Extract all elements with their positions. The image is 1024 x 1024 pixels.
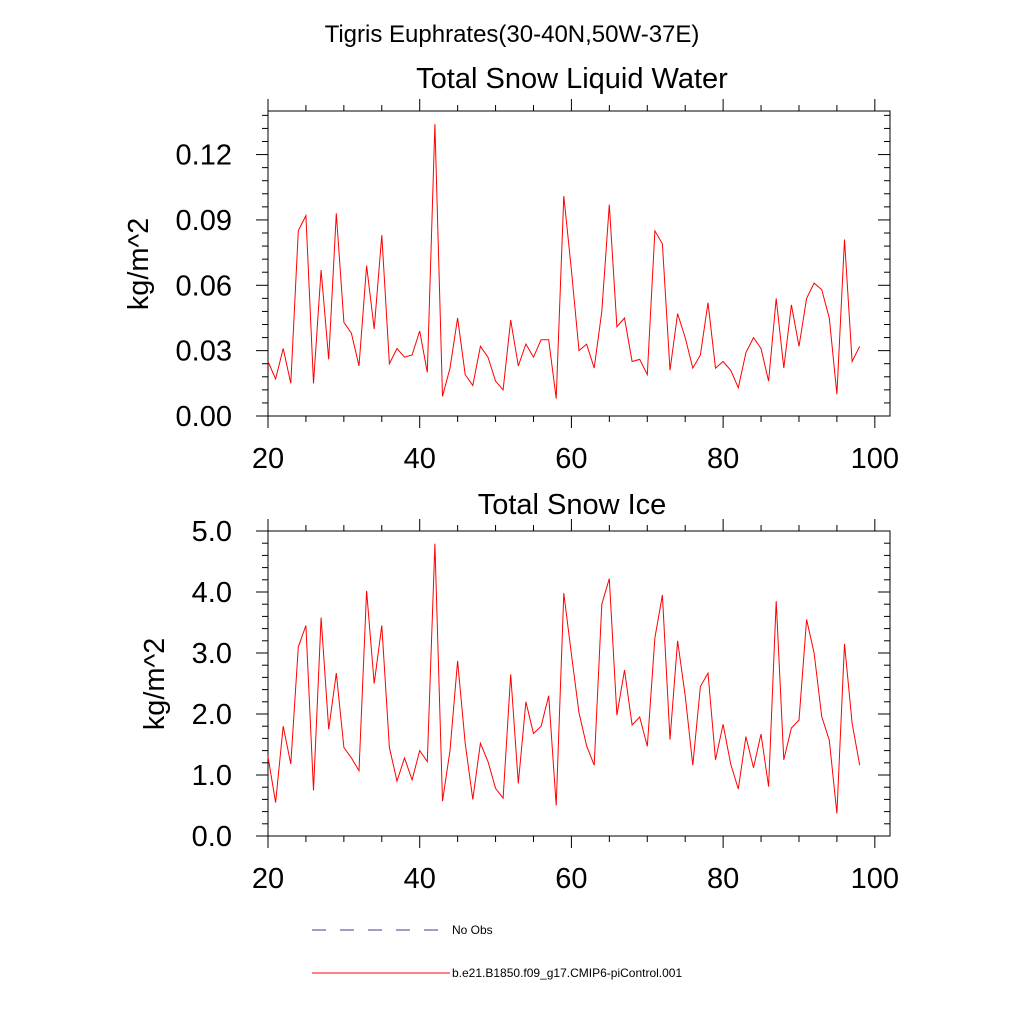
x-tick-label: 80 — [707, 863, 739, 895]
y-tick-label: 0.06 — [176, 270, 232, 302]
y-tick-label: 4.0 — [192, 577, 232, 609]
legend-label-no-obs: No Obs — [452, 923, 493, 937]
y-tick-label: 3.0 — [192, 638, 232, 670]
x-tick-label: 20 — [252, 863, 284, 895]
x-tick-label: 80 — [707, 443, 739, 475]
y-axis-label: kg/m^2 — [139, 638, 171, 731]
series-lines — [267, 543, 861, 814]
axis-ticks — [256, 519, 890, 848]
x-tick-label: 40 — [404, 863, 436, 895]
panel-snow-ice: Total Snow Ice kg/m^2 20 40 60 80 1000.01.02… — [139, 489, 899, 895]
panel-snow-liquid-water: Total Snow Liquid Water kg/m^2 20 40 60 80 1… — [123, 63, 899, 475]
x-tick-label: 60 — [555, 443, 587, 475]
y-tick-label: 2.0 — [192, 699, 232, 731]
series-line — [267, 543, 861, 814]
legend: No Obs b.e21.B1850.f09_g17.CMIP6-piContr… — [312, 923, 682, 980]
plot-frame — [267, 530, 891, 837]
x-tick-label: 40 — [404, 443, 436, 475]
y-tick-label: 5.0 — [192, 516, 232, 548]
y-tick-label: 1.0 — [192, 760, 232, 792]
legend-label-model: b.e21.B1850.f09_g17.CMIP6-piControl.001 — [452, 966, 682, 980]
plot-frame — [267, 110, 891, 417]
x-tick-label: 20 — [252, 443, 284, 475]
x-tick-label: 60 — [555, 863, 587, 895]
y-tick-label: 0.12 — [176, 140, 232, 172]
series-lines — [267, 124, 861, 399]
main-title: Tigris Euphrates(30-40N,50W-37E) — [325, 21, 700, 48]
plot-title: Total Snow Liquid Water — [416, 63, 728, 95]
y-axis-label: kg/m^2 — [123, 218, 155, 311]
plot-title: Total Snow Ice — [478, 489, 667, 521]
axis-ticks — [256, 99, 890, 428]
tick-labels: 20 40 60 80 100 0.00 0.03 0.06 0.09 0.12 — [176, 140, 899, 475]
y-tick-label: 0.00 — [176, 401, 232, 433]
series-line — [267, 124, 861, 399]
y-tick-label: 0.03 — [176, 336, 232, 368]
y-tick-label: 0.0 — [192, 821, 232, 853]
x-tick-label: 100 — [851, 863, 899, 895]
tick-labels: 20 40 60 80 100 0.0 1.0 2.0 3.0 4.0 5.0 — [192, 516, 899, 895]
x-tick-label: 100 — [851, 443, 899, 475]
y-tick-label: 0.09 — [176, 205, 232, 237]
